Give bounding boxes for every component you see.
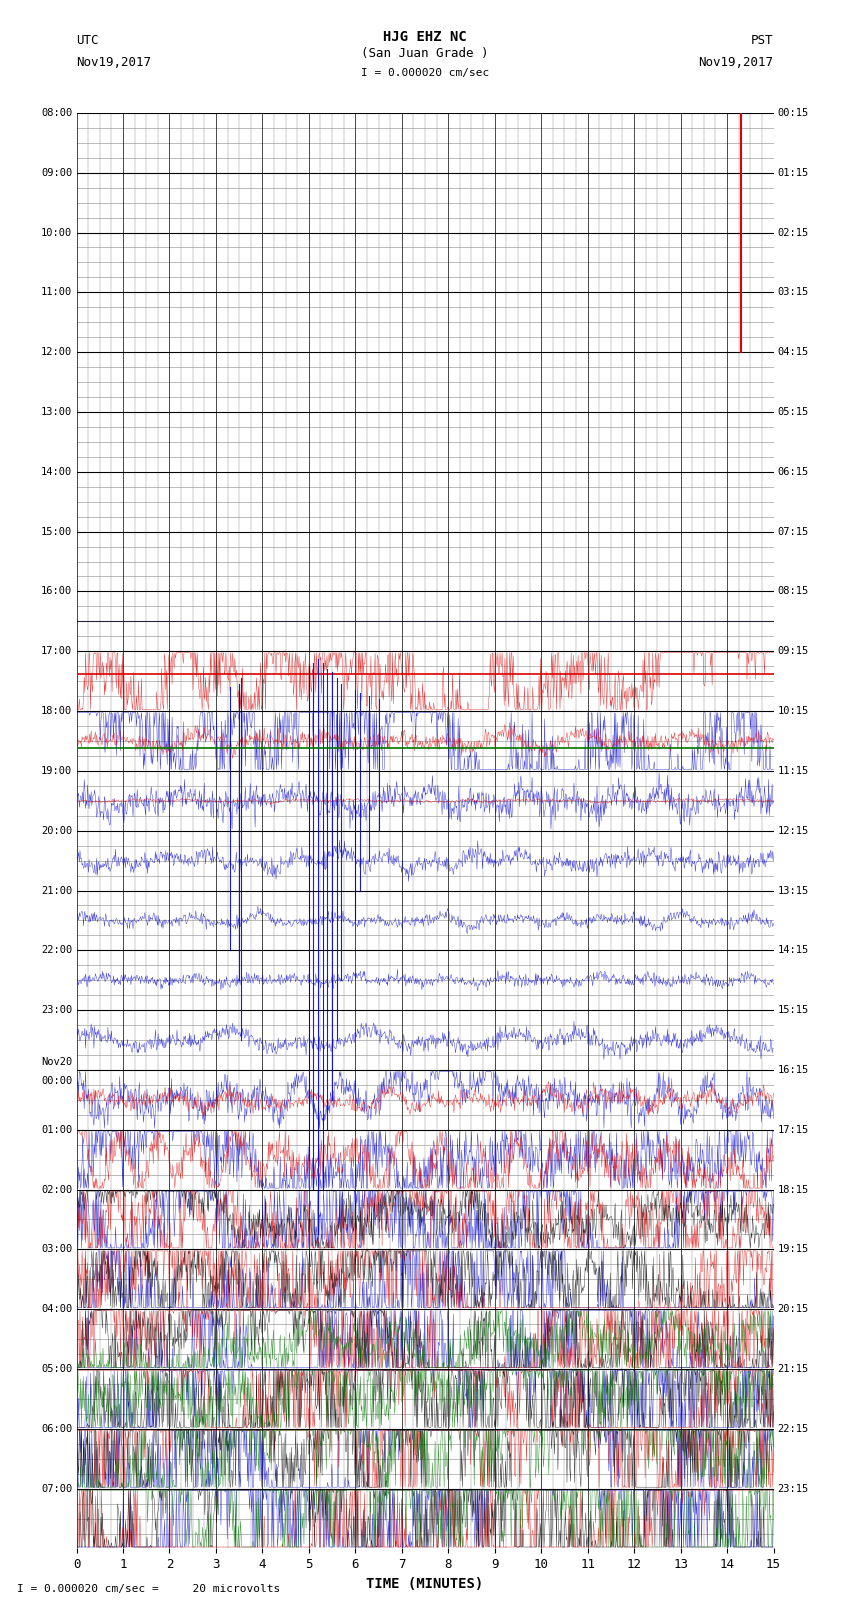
Text: 02:15: 02:15 [778, 227, 809, 237]
Text: Nov20: Nov20 [41, 1057, 72, 1066]
Text: 05:15: 05:15 [778, 406, 809, 418]
Text: 19:15: 19:15 [778, 1244, 809, 1255]
Text: 10:00: 10:00 [41, 227, 72, 237]
Text: 13:00: 13:00 [41, 406, 72, 418]
Text: 06:00: 06:00 [41, 1424, 72, 1434]
Text: 17:00: 17:00 [41, 647, 72, 656]
Text: 00:15: 00:15 [778, 108, 809, 118]
Text: PST: PST [751, 34, 774, 47]
Text: 06:15: 06:15 [778, 466, 809, 477]
Text: 23:15: 23:15 [778, 1484, 809, 1494]
Text: I = 0.000020 cm/sec =     20 microvolts: I = 0.000020 cm/sec = 20 microvolts [17, 1584, 280, 1594]
Text: 10:15: 10:15 [778, 706, 809, 716]
Text: (San Juan Grade ): (San Juan Grade ) [361, 47, 489, 60]
Text: 22:00: 22:00 [41, 945, 72, 955]
Text: 18:15: 18:15 [778, 1184, 809, 1195]
Text: 05:00: 05:00 [41, 1365, 72, 1374]
Text: 07:00: 07:00 [41, 1484, 72, 1494]
Text: I = 0.000020 cm/sec: I = 0.000020 cm/sec [361, 68, 489, 77]
Text: 01:00: 01:00 [41, 1124, 72, 1136]
Text: 11:00: 11:00 [41, 287, 72, 297]
Text: 23:00: 23:00 [41, 1005, 72, 1015]
Text: 18:00: 18:00 [41, 706, 72, 716]
Text: 16:15: 16:15 [778, 1065, 809, 1074]
Text: 17:15: 17:15 [778, 1124, 809, 1136]
Text: 21:15: 21:15 [778, 1365, 809, 1374]
Text: 12:15: 12:15 [778, 826, 809, 836]
Text: 14:15: 14:15 [778, 945, 809, 955]
Text: 03:15: 03:15 [778, 287, 809, 297]
Text: 11:15: 11:15 [778, 766, 809, 776]
Text: 21:00: 21:00 [41, 886, 72, 895]
Text: 08:15: 08:15 [778, 587, 809, 597]
X-axis label: TIME (MINUTES): TIME (MINUTES) [366, 1578, 484, 1590]
Text: Nov19,2017: Nov19,2017 [699, 56, 774, 69]
Text: 20:00: 20:00 [41, 826, 72, 836]
Text: 01:15: 01:15 [778, 168, 809, 177]
Text: 08:00: 08:00 [41, 108, 72, 118]
Text: UTC: UTC [76, 34, 99, 47]
Text: 07:15: 07:15 [778, 526, 809, 537]
Text: 09:15: 09:15 [778, 647, 809, 656]
Text: 19:00: 19:00 [41, 766, 72, 776]
Text: 09:00: 09:00 [41, 168, 72, 177]
Text: 02:00: 02:00 [41, 1184, 72, 1195]
Text: HJG EHZ NC: HJG EHZ NC [383, 31, 467, 44]
Text: 12:00: 12:00 [41, 347, 72, 356]
Text: 15:15: 15:15 [778, 1005, 809, 1015]
Text: 04:15: 04:15 [778, 347, 809, 356]
Text: 00:00: 00:00 [41, 1076, 72, 1087]
Text: 22:15: 22:15 [778, 1424, 809, 1434]
Text: 03:00: 03:00 [41, 1244, 72, 1255]
Text: 16:00: 16:00 [41, 587, 72, 597]
Text: 13:15: 13:15 [778, 886, 809, 895]
Text: 04:00: 04:00 [41, 1305, 72, 1315]
Text: Nov19,2017: Nov19,2017 [76, 56, 151, 69]
Text: 15:00: 15:00 [41, 526, 72, 537]
Text: 14:00: 14:00 [41, 466, 72, 477]
Text: 20:15: 20:15 [778, 1305, 809, 1315]
